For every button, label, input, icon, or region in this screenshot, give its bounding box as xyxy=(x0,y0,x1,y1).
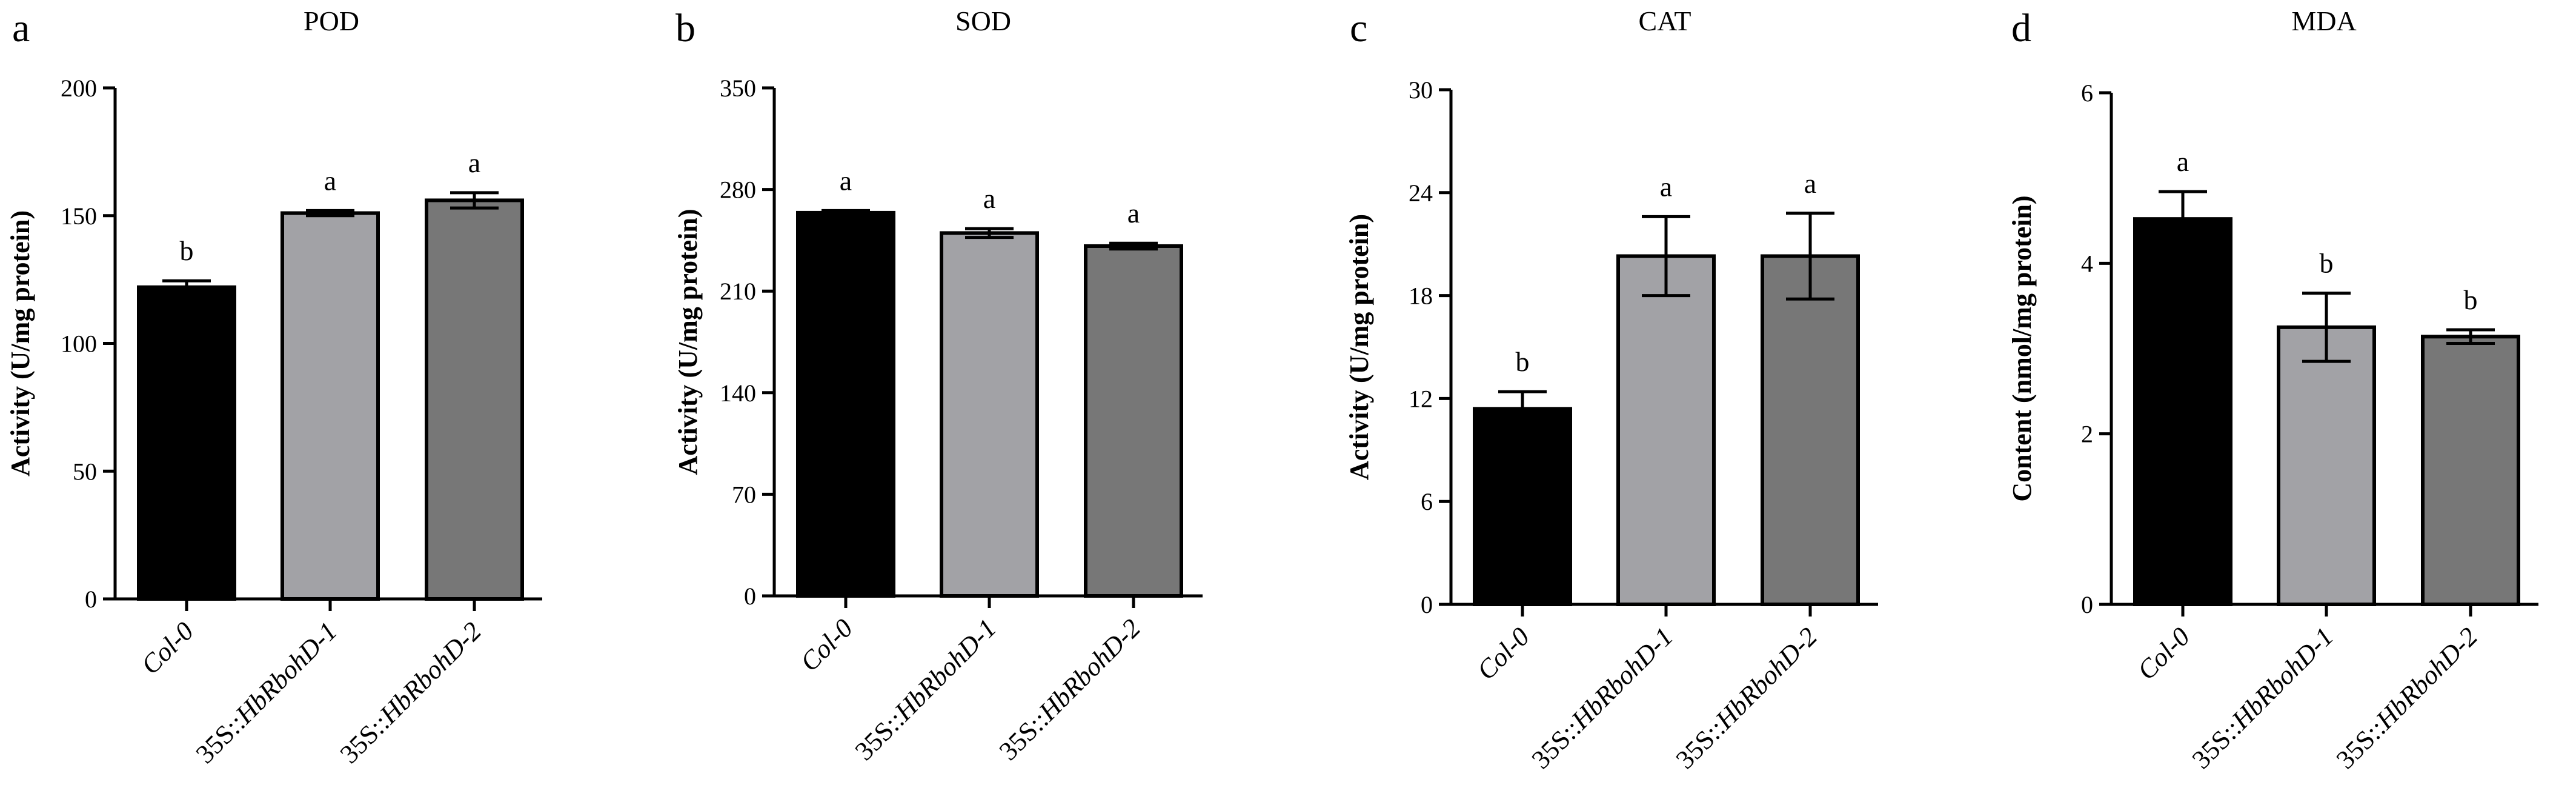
x-tick-label: 35S::HbRbohD-2 xyxy=(994,613,1146,766)
chart-panel-c: c CAT 0 6 12 18 24 30 Activity (U/mg protein) b Co… xyxy=(1344,5,1878,775)
y-tick-label: 12 xyxy=(1409,385,1433,412)
significance-label: b xyxy=(180,235,194,266)
chart-title: MDA xyxy=(2291,5,2356,36)
y-tick-label: 4 xyxy=(2081,250,2093,277)
bar xyxy=(1616,254,1716,606)
y-tick-label: 0 xyxy=(85,586,97,613)
bar xyxy=(796,210,895,598)
chart-panel-b: b SOD 0 70 140 210 280 350 Activity (U/mg protei… xyxy=(673,5,1203,766)
significance-label: b xyxy=(2320,248,2334,279)
bar xyxy=(281,211,380,601)
y-tick-label: 24 xyxy=(1409,179,1433,207)
significance-label: a xyxy=(983,183,995,214)
x-tick-label: 35S::HbRbohD-1 xyxy=(1526,621,1679,774)
bar xyxy=(137,285,236,601)
y-tick-label: 50 xyxy=(73,458,97,485)
y-tick-label: 280 xyxy=(720,176,756,204)
y-axis-label: Activity (U/mg protein) xyxy=(5,210,35,476)
significance-label: a xyxy=(2177,146,2189,177)
y-tick-label: 100 xyxy=(61,330,97,358)
y-tick-label: 150 xyxy=(61,202,97,230)
bar xyxy=(425,198,524,601)
bar xyxy=(1084,244,1183,598)
y-tick-label: 0 xyxy=(744,583,756,610)
chart-panel-d: d MDA 0 2 4 6 Content (nmol/mg protein) a Col-0 b… xyxy=(2007,5,2538,775)
significance-label: a xyxy=(468,147,480,178)
y-tick-label: 200 xyxy=(61,75,97,102)
y-tick-label: 30 xyxy=(1409,76,1433,104)
chart-panel-a: a POD 0 50 100 150 200 Activity (U/mg protein) b… xyxy=(5,5,542,769)
bar xyxy=(2277,325,2376,606)
panel-label: b xyxy=(676,6,695,50)
x-tick-label: Col-0 xyxy=(136,616,200,680)
y-tick-label: 0 xyxy=(1421,591,1433,618)
bar xyxy=(940,231,1039,598)
panel-label: c xyxy=(1350,6,1367,50)
significance-label: a xyxy=(840,165,852,196)
y-tick-label: 140 xyxy=(720,379,756,407)
y-tick-label: 18 xyxy=(1409,282,1433,310)
chart-title: SOD xyxy=(955,5,1011,36)
significance-label: a xyxy=(1804,168,1816,199)
significance-label: a xyxy=(324,165,336,196)
y-tick-label: 0 xyxy=(2081,591,2093,618)
panel-label: a xyxy=(12,6,30,50)
bar xyxy=(1761,254,1860,606)
x-tick-label: 35S::HbRbohD-2 xyxy=(2331,621,2483,774)
chart-title: CAT xyxy=(1639,5,1691,36)
significance-label: b xyxy=(1516,346,1530,377)
y-tick-label: 6 xyxy=(2081,79,2093,107)
x-tick-label: Col-0 xyxy=(795,613,859,677)
significance-label: a xyxy=(1127,198,1140,229)
x-tick-label: Col-0 xyxy=(2132,621,2196,686)
bar xyxy=(1473,407,1572,606)
x-tick-label: 35S::HbRbohD-2 xyxy=(334,616,487,769)
bar xyxy=(2133,217,2232,607)
x-tick-label: Col-0 xyxy=(1472,621,1536,686)
y-axis-label: Activity (U/mg protein) xyxy=(673,209,703,475)
y-tick-label: 2 xyxy=(2081,421,2093,448)
x-tick-label: 35S::HbRbohD-1 xyxy=(2186,621,2339,774)
panel-label: d xyxy=(2011,6,2031,50)
bar xyxy=(2421,335,2520,606)
y-tick-label: 6 xyxy=(1421,488,1433,515)
x-tick-label: 35S::HbRbohD-2 xyxy=(1670,621,1823,774)
significance-label: a xyxy=(1660,171,1672,202)
significance-label: b xyxy=(2464,284,2478,315)
x-tick-label: 35S::HbRbohD-1 xyxy=(849,613,1002,766)
y-tick-label: 350 xyxy=(720,75,756,102)
chart-title: POD xyxy=(304,5,359,36)
y-tick-label: 70 xyxy=(732,481,756,508)
y-tick-label: 210 xyxy=(720,278,756,305)
x-tick-label: 35S::HbRbohD-1 xyxy=(190,616,343,769)
y-axis-label: Activity (U/mg protein) xyxy=(1344,214,1374,480)
y-axis-label: Content (nmol/mg protein) xyxy=(2007,195,2037,501)
